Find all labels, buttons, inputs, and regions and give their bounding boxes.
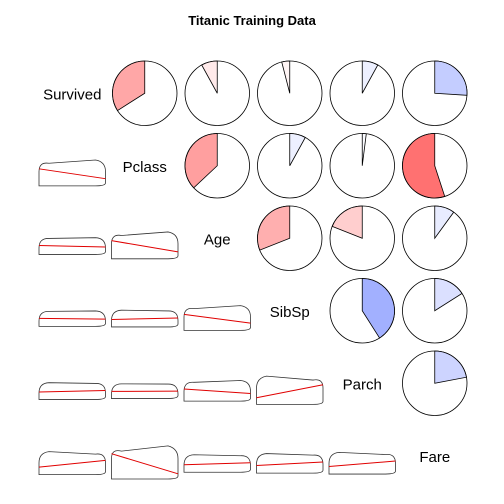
smoother-line [183,313,251,324]
pie-slice [361,278,395,339]
pie-pclass-fare [402,133,468,199]
pie-slice [434,278,463,312]
ellipse-outline [38,382,106,400]
smoother-line [38,244,106,248]
pie-survived-fare [402,60,468,126]
pie-slice [434,350,467,384]
variable-label-parch: Parch [343,376,382,393]
pie-slice [434,60,468,96]
ellipse-outline [183,380,251,402]
ellipse-outline [183,305,251,331]
ellipse-fare-sibsp [256,453,324,474]
smoother-line [328,460,396,467]
pie-slice [112,60,146,112]
ellipse-pclass-survived [38,159,106,187]
pie-pclass-age [184,133,250,199]
pie-pclass-sibsp [257,133,323,199]
ellipse-sibsp-pclass [111,309,179,328]
pie-slice [331,205,363,239]
pie-slice [257,205,291,251]
pie-slice [402,133,446,199]
ellipse-outline [111,383,179,399]
pie-survived-sibsp [257,60,323,126]
ellipse-outline [38,451,106,476]
pie-age-parch [329,205,395,271]
smoother-line [183,462,251,466]
ellipse-parch-survived [38,382,106,400]
ellipse-outline [38,237,106,255]
pie-sibsp-fare [402,278,468,344]
ellipse-outline [183,454,251,473]
ellipse-parch-sibsp [256,375,324,405]
smoother-line [111,240,179,253]
ellipse-fare-parch [328,451,396,475]
chart-title: Titanic Training Data [188,13,316,28]
smoother-line [38,317,106,320]
ellipse-outline [111,309,179,328]
pie-survived-pclass [112,60,178,126]
smoother-line [183,388,251,394]
pie-slice [434,205,455,240]
pie-survived-age [184,60,250,126]
smoother-line [256,461,324,467]
ellipse-fare-pclass [111,445,179,480]
ellipse-parch-age [183,380,251,402]
pie-slice [184,133,218,189]
ellipse-outline [38,310,106,327]
pie-pclass-parch [329,133,395,199]
pie-age-sibsp [257,205,323,271]
smoother-line [256,384,324,399]
smoother-line [38,168,106,180]
pie-age-fare [402,205,468,271]
pie-slice [361,133,367,166]
ellipse-outline [256,375,324,405]
smoother-line [111,453,179,475]
ellipse-outline [256,453,324,474]
ellipse-age-survived [38,237,106,255]
ellipse-fare-survived [38,451,106,476]
pie-slice [201,60,218,94]
ellipse-parch-pclass [111,383,179,399]
pie-panels [112,60,468,416]
pie-slice [281,60,291,94]
variable-label-age: Age [204,231,231,248]
pie-parch-fare [402,350,468,416]
ellipse-fare-age [183,454,251,473]
pie-survived-parch [329,60,395,126]
ellipse-outline [111,231,179,260]
pie-slice [361,60,379,94]
variable-label-sibsp: SibSp [270,304,310,321]
ellipse-age-pclass [111,231,179,260]
ellipse-outline [328,451,396,475]
pie-sibsp-parch [329,278,395,344]
pie-slice [289,133,306,166]
ellipse-panels [38,159,396,480]
variable-label-survived: Survived [43,86,101,103]
smoother-line [38,389,106,393]
smoother-line [38,459,106,468]
ellipse-outline [111,445,179,480]
ellipse-sibsp-age [183,305,251,331]
variable-labels: Survived Pclass Age SibSp Parch Fare [43,86,450,466]
ellipse-sibsp-survived [38,310,106,327]
variable-label-pclass: Pclass [123,159,167,176]
variable-label-fare: Fare [419,449,450,466]
ellipse-outline [38,159,106,187]
smoother-line [111,317,179,321]
